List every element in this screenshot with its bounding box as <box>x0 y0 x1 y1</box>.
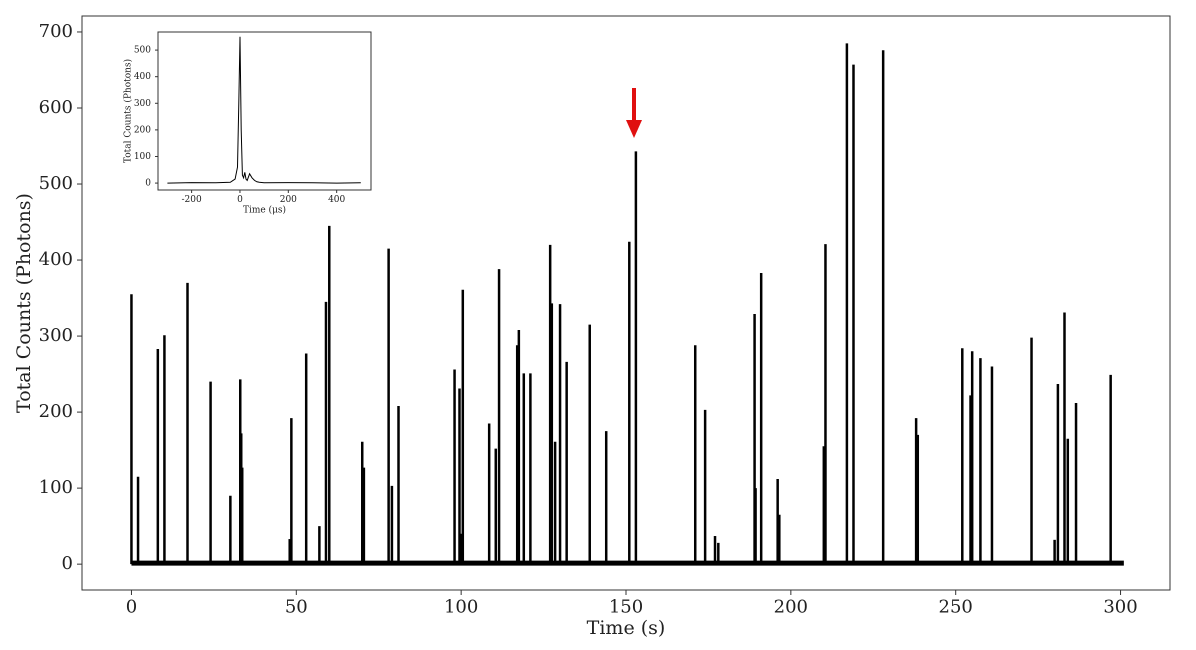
x-tick-label: 150 <box>609 597 643 618</box>
x-tick-label: 200 <box>280 195 297 205</box>
y-tick-label: 100 <box>39 477 73 498</box>
x-tick-label: 250 <box>939 597 973 618</box>
y-tick-label: 0 <box>145 179 151 189</box>
y-tick-label: 300 <box>39 325 73 346</box>
arrow-head <box>626 120 642 138</box>
y-axis-label: Total Counts (Photons) <box>123 59 134 163</box>
y-tick-label: 500 <box>134 46 151 56</box>
y-tick-label: 0 <box>62 553 73 574</box>
x-tick-label: 50 <box>285 597 308 618</box>
y-tick-label: 600 <box>39 97 73 118</box>
y-axis-label: Total Counts (Photons) <box>13 193 35 413</box>
y-tick-label: 700 <box>39 21 73 42</box>
y-tick-label: 500 <box>39 173 73 194</box>
line <box>167 36 361 184</box>
x-tick-label: 400 <box>328 195 345 205</box>
y-tick-label: 400 <box>134 72 151 82</box>
x-tick-label: 0 <box>237 195 243 205</box>
y-tick-label: 200 <box>39 401 73 422</box>
x-axis-label: Time (μs) <box>243 205 286 216</box>
y-tick-label: 200 <box>134 125 151 135</box>
x-tick-label: -200 <box>181 195 201 205</box>
x-tick-label: 0 <box>126 597 137 618</box>
y-tick-label: 100 <box>134 152 151 162</box>
x-tick-label: 200 <box>774 597 808 618</box>
y-tick-label: 400 <box>39 249 73 270</box>
x-tick-label: 300 <box>1103 597 1137 618</box>
plot-frame <box>157 31 372 191</box>
x-axis-label: Time (s) <box>587 617 666 639</box>
x-tick-label: 100 <box>444 597 478 618</box>
y-tick-label: 300 <box>134 99 151 109</box>
